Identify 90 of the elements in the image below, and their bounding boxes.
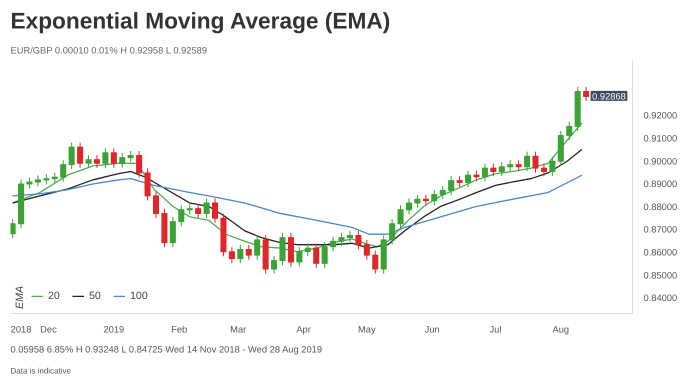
candlestick	[228, 246, 235, 264]
annotation: 0.92868	[592, 91, 626, 102]
candlestick	[346, 230, 353, 243]
candlestick	[271, 256, 278, 274]
candlestick	[414, 194, 420, 208]
candlestick	[144, 168, 151, 201]
candlestick	[372, 250, 378, 274]
chart-title: Exponential Moving Average (EMA)	[10, 8, 390, 34]
candlestick	[398, 204, 404, 229]
candlestick	[364, 240, 370, 260]
candlestick	[119, 152, 126, 168]
candlestick	[313, 243, 320, 268]
candlestick	[178, 204, 184, 227]
y-tick-label: 0.87000	[644, 224, 678, 235]
y-tick-label: 0.88000	[644, 202, 678, 212]
candlestick	[540, 163, 547, 177]
x-tick-label: Mar	[230, 324, 246, 334]
candlestick	[152, 190, 160, 218]
text: 0.05958 6.85% H 0.93248 L 0.84725 Wed 14 Nov 2018 - Wed 28 Aug 2019	[10, 344, 322, 354]
candlestick	[237, 244, 244, 264]
candlestick	[102, 148, 108, 168]
x-tick-label: Aug	[552, 324, 570, 334]
x-tick-label: Feb	[171, 324, 188, 334]
candlestick	[77, 142, 84, 168]
legend-label: 20	[48, 290, 61, 302]
candlestick	[304, 243, 311, 257]
candlestick	[94, 154, 100, 168]
candlestick	[212, 198, 218, 224]
text: Data is indicative	[10, 366, 72, 376]
candlestick	[566, 121, 572, 141]
candlestick	[524, 151, 530, 172]
candlestick	[279, 232, 286, 266]
candlestick	[549, 156, 556, 177]
candlestick	[516, 160, 522, 172]
candlestick	[507, 160, 514, 172]
x-tick-label: 2019	[103, 324, 124, 334]
candlestick	[60, 160, 66, 182]
candlestick	[338, 232, 345, 246]
line-series	[12, 174, 583, 235]
candlestick	[43, 174, 50, 185]
candlestick	[136, 150, 142, 178]
candlestick	[10, 218, 16, 239]
candlestick	[532, 151, 539, 174]
candlestick	[490, 163, 496, 177]
y-tick-label: 0.85000	[644, 270, 678, 280]
y-tick-label: 0.89000	[644, 179, 678, 190]
candlestick	[389, 218, 396, 245]
candlestick	[296, 246, 302, 268]
candlestick	[246, 244, 252, 260]
candlestick	[186, 204, 193, 215]
x-tick-label: Jun	[424, 324, 440, 334]
candlestick	[406, 198, 412, 215]
y-tick-label: 0.90000	[644, 156, 678, 166]
candlestick	[254, 234, 260, 260]
candlestick	[68, 142, 75, 170]
candlestick	[448, 176, 454, 196]
candlestick	[110, 148, 117, 168]
candlestick	[330, 236, 336, 252]
candlestick	[322, 242, 328, 268]
x-tick-label: Dec	[40, 324, 58, 334]
text: EUR/GBP 0.00010 0.01% H 0.92958 L 0.92589	[10, 46, 208, 56]
y-tick-label: 0.86000	[644, 247, 678, 258]
candlestick	[440, 185, 446, 200]
x-tick-label: May	[358, 324, 376, 334]
y-tick-label: 0.84000	[644, 293, 678, 304]
candlestick	[583, 86, 590, 102]
candlestick	[482, 163, 488, 182]
candlestick	[431, 189, 438, 206]
candlestick	[422, 194, 429, 206]
candlestick	[195, 204, 202, 218]
legend-label: 50	[89, 290, 102, 302]
x-tick-label: 2018	[10, 324, 32, 334]
candlestick	[498, 162, 505, 177]
x-tick-label: Apr	[296, 324, 311, 334]
candlestick	[85, 154, 92, 168]
candlestick	[465, 170, 472, 188]
candlestick	[52, 172, 58, 184]
candlestick	[170, 216, 176, 248]
y-tick-label: 0.92000	[644, 110, 678, 121]
candlestick	[204, 198, 210, 218]
candlestick	[456, 176, 463, 188]
legend-title: EMA	[14, 286, 26, 309]
candlestick	[34, 174, 41, 188]
candlestick	[473, 170, 480, 182]
legend-label: 100	[130, 290, 149, 302]
x-tick-label: Jul	[489, 324, 502, 334]
candlestick	[355, 230, 362, 250]
y-tick-label: 0.91000	[644, 133, 678, 144]
candlestick	[26, 176, 33, 190]
candlestick	[128, 150, 134, 163]
